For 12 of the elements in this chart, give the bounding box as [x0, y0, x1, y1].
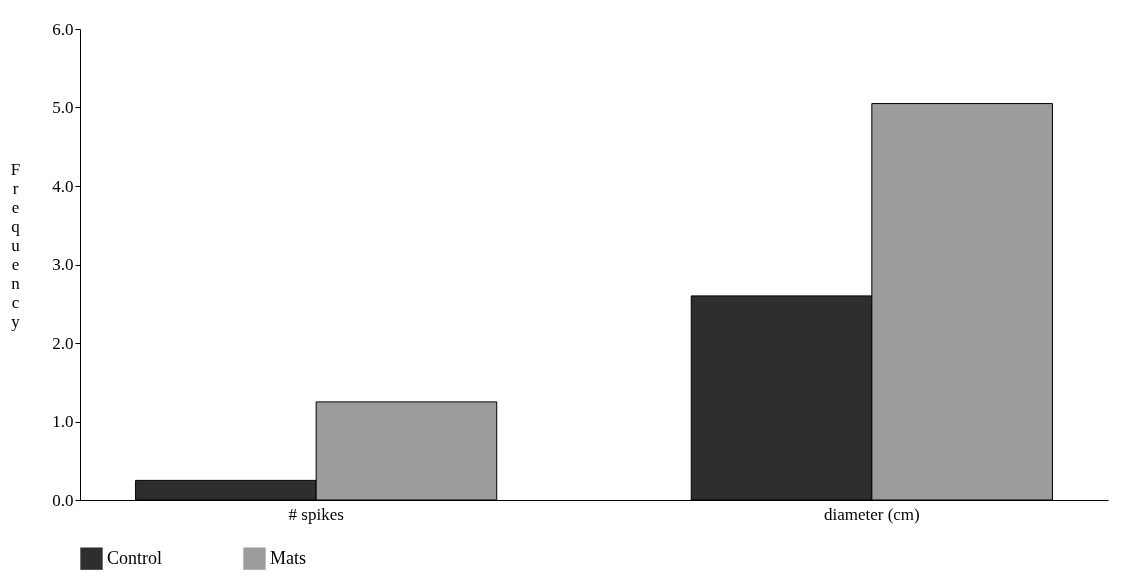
y-tick-label: 0.0 [52, 490, 74, 510]
legend-label: Mats [270, 547, 306, 568]
y-tick-label: 1.0 [52, 412, 74, 431]
y-tick-label: 6.0 [52, 19, 74, 39]
text: Frequency [10, 159, 21, 331]
y-tick-label: 4.0 [52, 176, 74, 196]
legend-label: Control [107, 547, 163, 568]
y-tick-label: 5.0 [52, 98, 74, 117]
x-tick-label: diameter (cm) [823, 504, 920, 524]
y-tick-label: 2.0 [52, 333, 74, 353]
x-tick-label: # spikes [288, 504, 344, 524]
y-tick-label: 3.0 [52, 255, 74, 274]
